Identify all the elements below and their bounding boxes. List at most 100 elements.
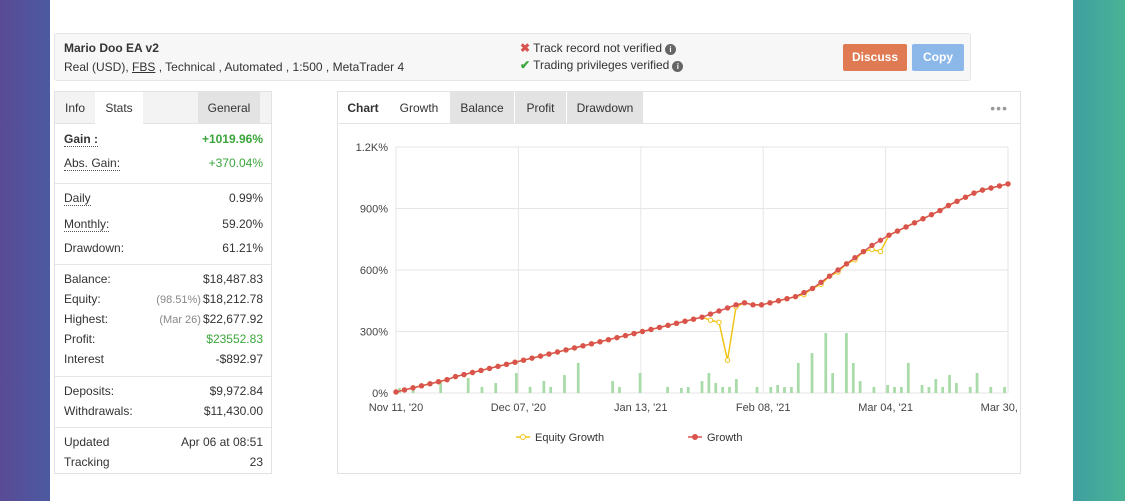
- stat-label: Deposits:: [64, 384, 115, 398]
- stat-value: $23552.83: [206, 332, 263, 346]
- equity-amount: $18,212.78: [202, 292, 263, 306]
- growth-point: [843, 261, 850, 267]
- activity-bar: [927, 387, 931, 393]
- growth-point: [571, 345, 578, 351]
- activity-bar: [755, 387, 759, 393]
- growth-point: [826, 273, 833, 279]
- growth-point: [503, 361, 510, 368]
- growth-point: [894, 228, 901, 234]
- activity-bar: [563, 375, 566, 393]
- track-record-status: ✖ Track record not verified i: [520, 41, 676, 55]
- activity-bar: [776, 385, 780, 393]
- account-type: Real (USD),: [64, 60, 133, 74]
- tab-profit[interactable]: Profit: [515, 92, 566, 124]
- info-icon[interactable]: i: [665, 44, 676, 55]
- divider: [55, 427, 271, 428]
- track-record-text: Track record not verified: [533, 41, 662, 55]
- chart-tabs: Chart Growth Balance Profit Drawdown •••: [338, 92, 1020, 124]
- activity-bar: [941, 387, 945, 393]
- activity-bar: [893, 387, 896, 393]
- stat-label[interactable]: Abs. Gain:: [64, 156, 121, 171]
- growth-point: [979, 187, 986, 193]
- growth-point: [469, 369, 476, 376]
- stats-tabs: Info Stats General: [55, 92, 271, 124]
- activity-bar: [638, 373, 642, 393]
- activity-bar: [480, 387, 484, 393]
- stat-label[interactable]: Gain :: [64, 132, 99, 147]
- tab-balance[interactable]: Balance: [450, 92, 514, 124]
- growth-point: [988, 185, 994, 191]
- activity-bar: [679, 388, 683, 393]
- more-options-icon[interactable]: •••: [990, 100, 1008, 116]
- growth-point: [682, 318, 688, 324]
- growth-point: [401, 387, 408, 393]
- info-icon[interactable]: i: [672, 61, 684, 72]
- copy-button[interactable]: Copy: [912, 44, 964, 71]
- tab-stats[interactable]: Stats: [95, 92, 143, 124]
- growth-point: [877, 237, 884, 243]
- stat-abs-gain: Abs. Gain: +370.04%: [64, 156, 263, 174]
- system-details: , Technical , Automated , 1:500 , MetaTr…: [155, 60, 405, 74]
- stat-label[interactable]: Daily: [64, 191, 91, 206]
- stat-drawdown: Drawdown: 61.21%: [64, 241, 263, 259]
- discuss-button[interactable]: Discuss: [843, 44, 907, 71]
- stat-label[interactable]: Monthly:: [64, 217, 110, 232]
- trading-privileges-status: ✔ Trading privileges verified i: [520, 58, 684, 72]
- growth-point: [597, 339, 603, 345]
- activity-bar: [721, 387, 725, 393]
- tab-general[interactable]: General: [198, 92, 260, 124]
- growth-point: [911, 220, 918, 226]
- activity-bar: [790, 387, 793, 393]
- stat-value: +1019.96%: [201, 132, 263, 146]
- highest-amount: $22,677.92: [202, 312, 263, 326]
- stat-value: $11,430.00: [203, 404, 263, 418]
- activity-bar: [968, 387, 972, 393]
- cross-icon: ✖: [520, 41, 531, 55]
- chart-panel: Chart Growth Balance Profit Drawdown •••…: [337, 91, 1021, 474]
- tab-chart[interactable]: Chart: [347, 101, 379, 115]
- growth-point: [962, 194, 969, 200]
- growth-point: [393, 389, 399, 395]
- growth-point: [920, 216, 926, 222]
- activity-bar: [576, 363, 580, 393]
- stats-panel: Info Stats General Gain : +1019.96% Abs.…: [54, 91, 272, 474]
- stat-value: -$892.97: [215, 352, 263, 366]
- growth-point: [750, 302, 756, 308]
- growth-point: [1005, 181, 1011, 187]
- stat-withdrawals: Withdrawals: $11,430.00: [64, 404, 263, 422]
- y-tick-label: 1.2K%: [356, 142, 389, 154]
- stat-value: (98.51%) $18,212.78: [156, 292, 263, 306]
- trading-privileges-text: Trading privileges verified: [533, 58, 670, 72]
- stat-label: Equity:: [64, 292, 101, 306]
- highest-date: (Mar 26): [159, 314, 201, 326]
- broker-link[interactable]: FBS: [132, 60, 156, 74]
- stat-tracking: Tracking 23: [64, 455, 263, 473]
- growth-point: [435, 379, 442, 385]
- growth-point: [792, 293, 799, 300]
- activity-bar: [851, 363, 855, 393]
- tab-info[interactable]: Info: [64, 101, 85, 115]
- stat-value: Apr 06 at 08:51: [180, 435, 263, 449]
- growth-point: [741, 300, 748, 306]
- equity-growth-point: [707, 317, 714, 323]
- growth-point: [580, 343, 586, 349]
- divider: [55, 264, 271, 265]
- divider: [55, 376, 271, 377]
- x-tick-label: Nov 11, '20: [369, 402, 423, 414]
- x-tick-label: Jan 13, '21: [614, 402, 667, 414]
- stat-label: Drawdown:: [64, 241, 125, 255]
- activity-bar: [700, 381, 704, 393]
- growth-chart: 0% 300% 600% 900% 1.2K% Nov 11, '20 Dec 07, '2…: [356, 142, 1020, 444]
- growth-point: [444, 376, 450, 383]
- tab-drawdown[interactable]: Drawdown: [567, 92, 643, 124]
- growth-point: [784, 296, 790, 302]
- activity-bar: [831, 373, 835, 393]
- legend-equity-marker: [520, 434, 526, 440]
- growth-point: [707, 311, 714, 317]
- activity-bar: [900, 387, 903, 393]
- tab-growth[interactable]: Growth: [399, 101, 439, 115]
- stat-gain: Gain : +1019.96%: [64, 132, 263, 150]
- stat-label: Balance:: [64, 272, 111, 286]
- legend-growth-marker: [692, 434, 698, 440]
- activity-bar: [920, 385, 924, 393]
